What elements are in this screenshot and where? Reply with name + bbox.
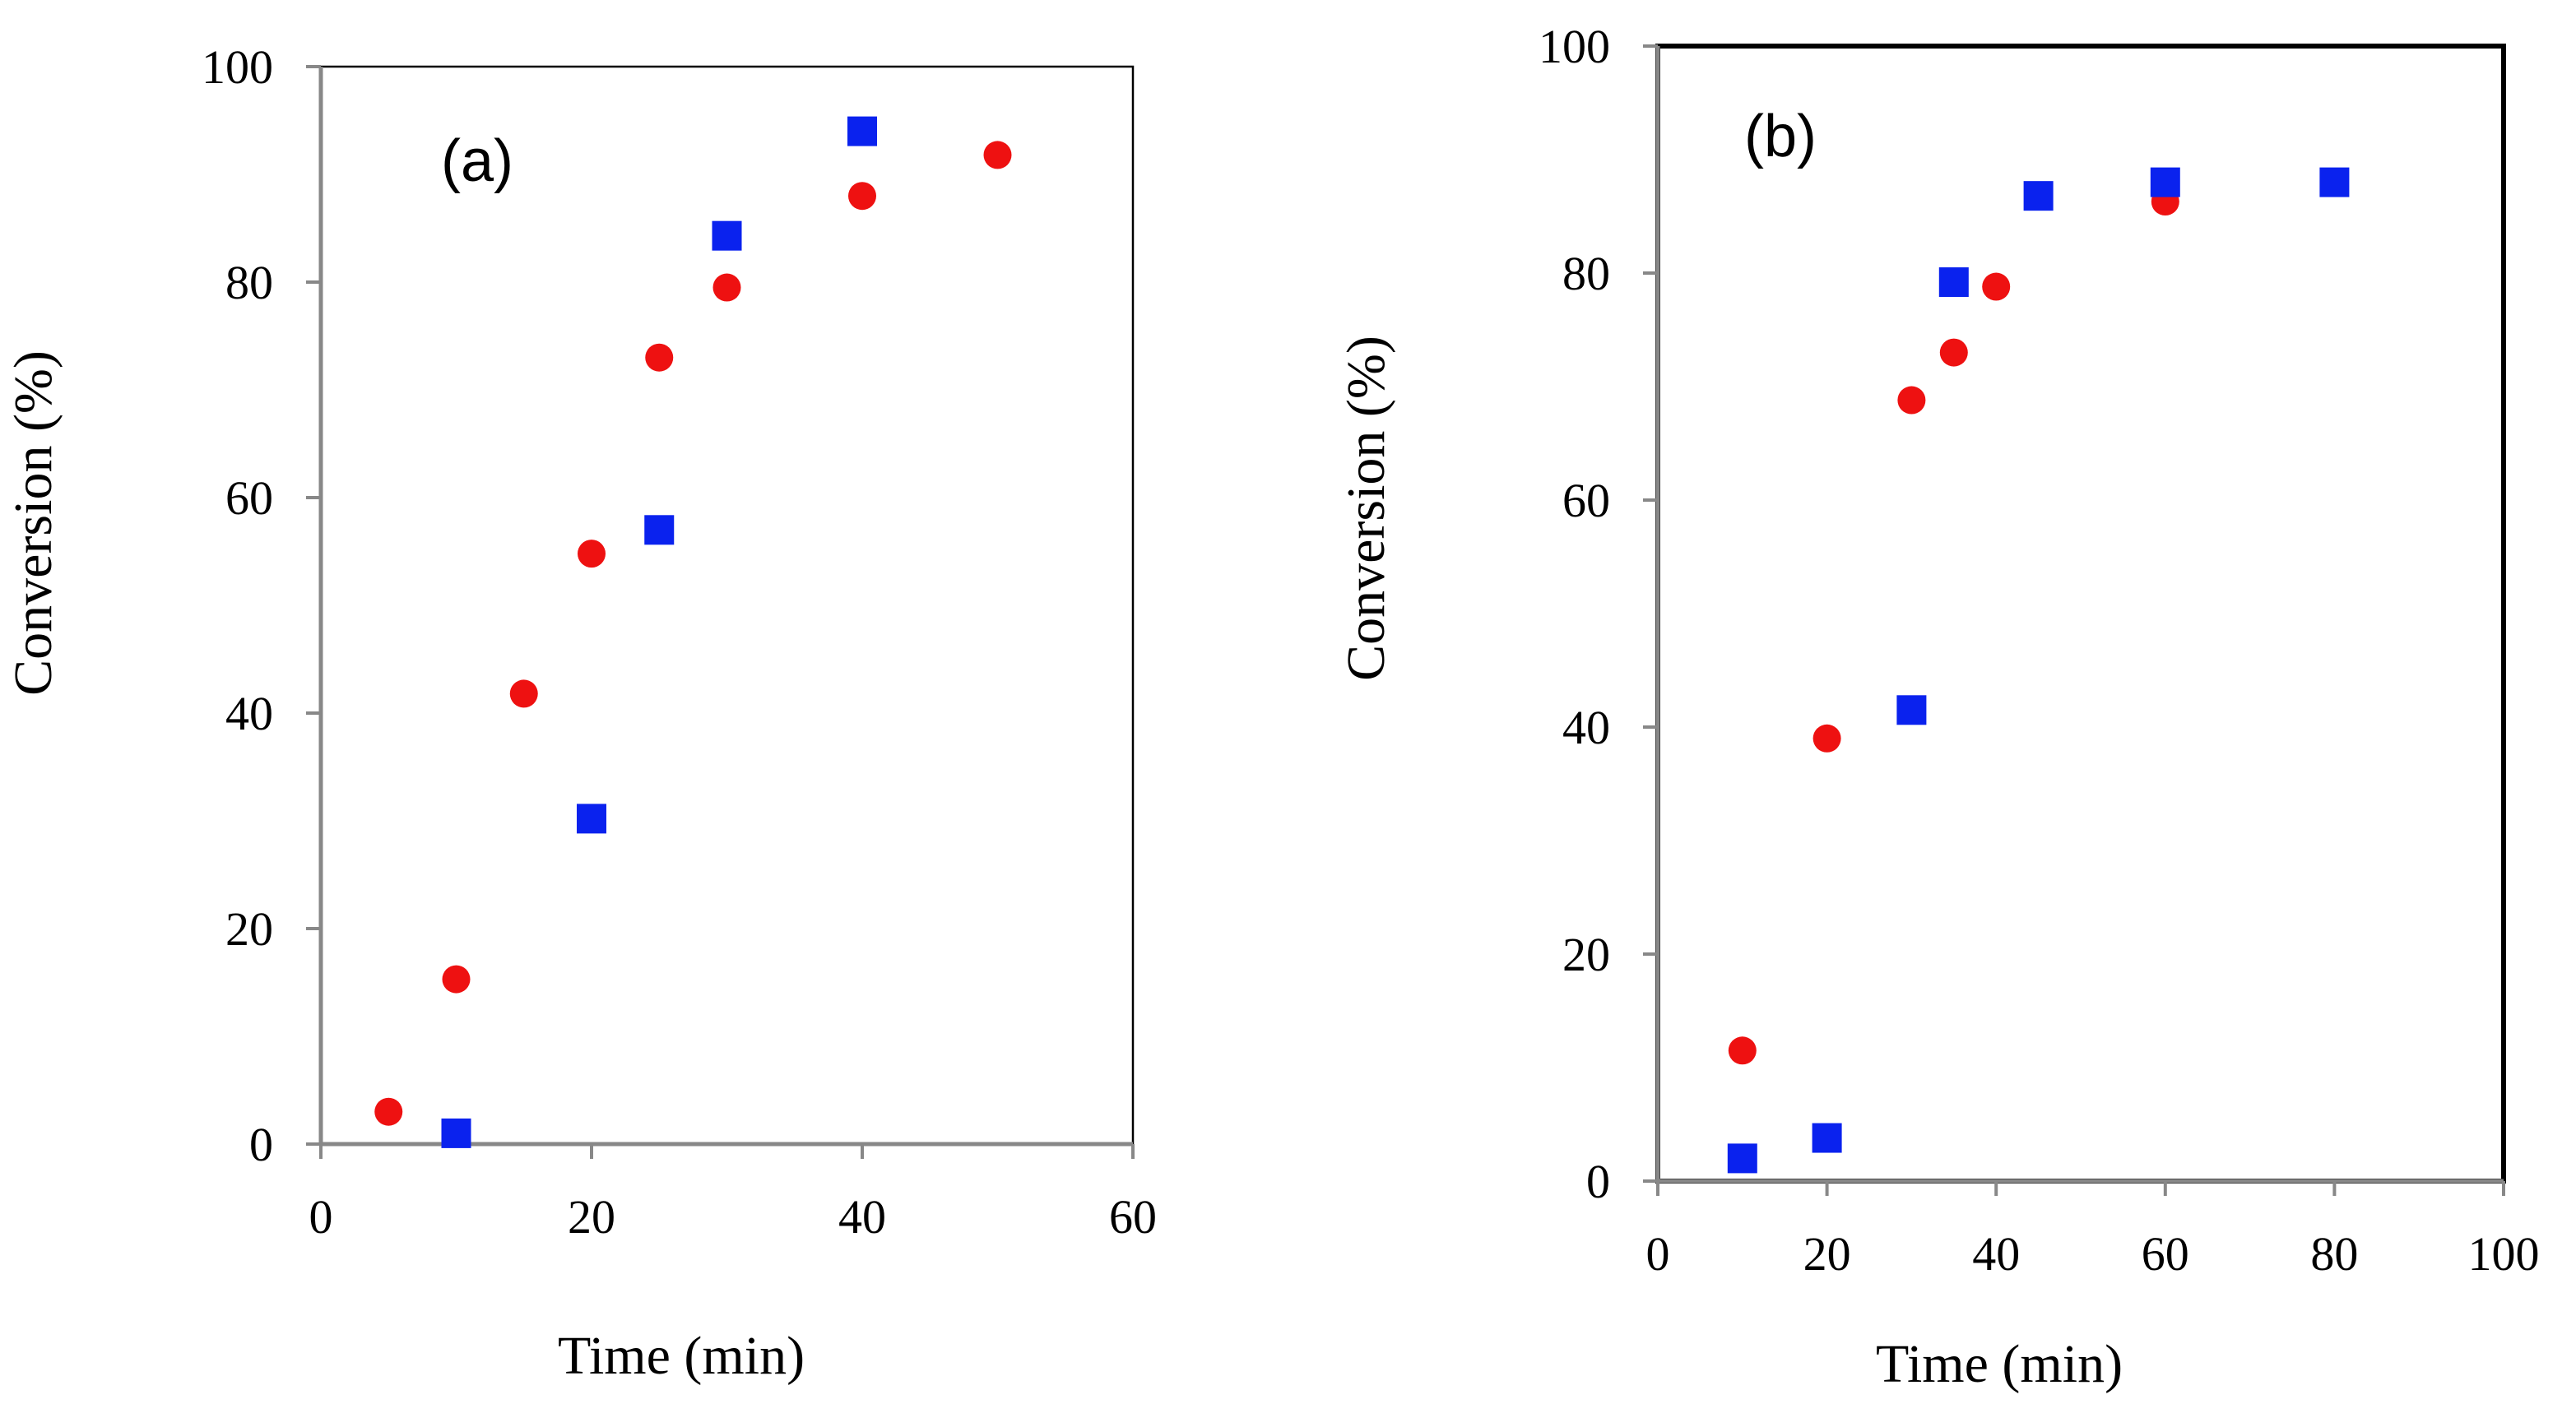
y-tick-label: 60 (1562, 474, 1610, 527)
y-tick-label: 20 (225, 902, 273, 956)
x-axis-title: Time (min) (1876, 1334, 2123, 1394)
x-tick-label: 0 (309, 1190, 333, 1244)
y-tick-label: 40 (1562, 701, 1610, 754)
data-point-square (577, 804, 606, 834)
x-tick-label: 80 (2310, 1227, 2358, 1281)
plot-area-frame (1655, 44, 2506, 1184)
data-point-circle (442, 965, 471, 994)
data-point-square (1938, 267, 1969, 298)
series-circles (1728, 188, 2179, 1065)
data-point-circle (1939, 338, 1968, 367)
data-point-circle (578, 540, 606, 568)
x-axis-title: Time (min) (558, 1326, 805, 1386)
x-tick-label: 20 (1803, 1227, 1851, 1281)
series-circles (374, 141, 1012, 1126)
data-point-circle (509, 679, 538, 708)
data-point-circle (712, 273, 741, 302)
y-tick-label: 80 (225, 256, 273, 309)
y-tick-label: 60 (225, 471, 273, 525)
data-point-square (1896, 695, 1927, 725)
y-tick-label: 20 (1562, 928, 1610, 981)
panel-b: 0 20 40 60 80 100 0 20 40 60 80 100 Time (min) Conver… (1336, 20, 2540, 1394)
data-point-square (2319, 167, 2350, 197)
data-point-circle (645, 343, 674, 372)
y-tick-label: 40 (225, 687, 273, 740)
x-tick-label: 20 (568, 1190, 615, 1244)
data-point-circle (983, 141, 1012, 169)
data-point-square (441, 1118, 471, 1148)
y-tick-label: 100 (1539, 20, 1610, 73)
data-point-square (847, 116, 877, 146)
x-tick-label: 0 (1646, 1227, 1670, 1281)
panel-a: 0 20 40 60 80 100 0 20 40 60 Time (min) Conversion … (3, 40, 1157, 1386)
data-point-circle (374, 1097, 403, 1126)
data-point-circle (1982, 272, 2011, 301)
data-point-square (712, 220, 742, 251)
data-point-square (644, 515, 675, 545)
data-point-circle (1812, 724, 1841, 753)
y-tick-label: 100 (202, 40, 273, 94)
x-tick-label: 40 (1972, 1227, 2020, 1281)
x-tick-label: 100 (2468, 1227, 2540, 1281)
series-squares (1727, 167, 2350, 1174)
y-tick-label: 80 (1562, 247, 1610, 300)
x-tick-label: 60 (2142, 1227, 2189, 1281)
data-point-square (1812, 1123, 1842, 1153)
y-tick-label: 0 (1586, 1155, 1610, 1208)
y-tick-label: 0 (249, 1118, 273, 1171)
data-point-circle (1897, 386, 1926, 415)
y-axis-title: Conversion (%) (3, 350, 63, 696)
series-squares (441, 116, 877, 1148)
panel-label: (b) (1744, 104, 1817, 169)
data-point-square (1727, 1143, 1757, 1174)
x-tick-label: 40 (838, 1190, 886, 1244)
panel-label: (a) (441, 128, 513, 194)
data-point-square (2150, 167, 2180, 197)
y-axis-title: Conversion (%) (1336, 336, 1396, 681)
data-point-square (2023, 181, 2054, 211)
data-point-circle (848, 182, 876, 211)
data-point-circle (1728, 1036, 1757, 1065)
x-tick-label: 60 (1109, 1190, 1157, 1244)
